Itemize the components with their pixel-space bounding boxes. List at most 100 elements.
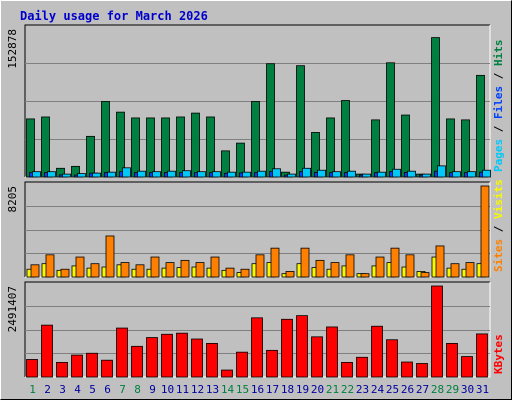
pages-bar: [137, 170, 146, 178]
legend-item-kbytes: KBytes: [492, 334, 505, 374]
pages-bar: [302, 167, 311, 178]
pages-bar: [107, 171, 116, 178]
sites-bar: [345, 254, 355, 278]
hits-bar: [446, 118, 455, 178]
pages-bar: [452, 171, 461, 178]
kbytes-bar: [101, 359, 113, 378]
hits-bar: [161, 117, 170, 178]
hits-bar: [176, 116, 185, 178]
sites-bar: [90, 263, 100, 278]
chart-title: Daily usage for March 2026: [20, 9, 208, 23]
hits-bar: [326, 117, 335, 178]
x-tick-label: 4: [74, 383, 81, 396]
legend-item-pages: Pages: [492, 139, 505, 172]
legend-item-sites: Sites: [492, 239, 505, 272]
hits-bar: [341, 100, 350, 178]
x-tick-label: 17: [266, 383, 279, 396]
sites-bar: [435, 245, 445, 278]
sites-bar: [450, 263, 460, 278]
legend-item-visits: Visits: [492, 179, 505, 219]
x-tick-label: 22: [341, 383, 354, 396]
x-tick-label: 20: [311, 383, 324, 396]
x-tick-label: 7: [119, 383, 126, 396]
kbytes-bar: [131, 345, 143, 378]
x-tick-label: 8: [134, 383, 141, 396]
sites-bar: [30, 264, 40, 278]
sites-bar: [180, 259, 190, 278]
x-tick-label: 15: [236, 383, 249, 396]
kbytes-bar: [26, 359, 38, 378]
y-max-label-kbytes: 2491407: [6, 286, 19, 332]
pages-bar: [152, 171, 161, 178]
pages-bar: [257, 170, 266, 178]
kbytes-bar: [146, 337, 158, 378]
kbytes-bar: [296, 315, 308, 378]
hits-bar: [401, 114, 410, 178]
hits-bar: [206, 116, 215, 178]
x-tick-label: 26: [401, 383, 414, 396]
panel-border-dark: [24, 181, 490, 277]
y-max-label-visits: 8205: [6, 186, 19, 213]
legend-text: Pages / Files / Hits: [492, 40, 505, 173]
x-tick-label: 25: [386, 383, 399, 396]
pages-bar: [77, 173, 86, 178]
hits-bar: [431, 37, 440, 178]
x-tick-label: 27: [416, 383, 429, 396]
legend-text: Sites / Visits: [492, 179, 505, 272]
kbytes-bar: [446, 342, 458, 378]
x-tick-label: 10: [161, 383, 174, 396]
kbytes-bar: [221, 369, 233, 378]
hits-bar: [41, 116, 50, 178]
pages-bar: [392, 168, 401, 178]
kbytes-bar: [461, 356, 473, 378]
pages-bar: [287, 173, 296, 178]
x-tick-label: 28: [431, 383, 444, 396]
x-tick-label: 31: [476, 383, 489, 396]
hits-bar: [146, 117, 155, 178]
x-tick-label: 16: [251, 383, 264, 396]
kbytes-bar: [341, 361, 353, 378]
sites-bar: [135, 264, 145, 278]
x-tick-label: 13: [206, 383, 219, 396]
sites-bar: [390, 247, 400, 278]
kbytes-bar: [86, 352, 98, 378]
x-tick-label: 21: [326, 383, 339, 396]
sites-bar: [270, 247, 280, 278]
legend-item-hits: Hits: [492, 40, 505, 67]
panel-border-dark: [24, 24, 490, 177]
pages-bar: [332, 171, 341, 178]
hits-bar: [86, 135, 95, 178]
sites-bar: [165, 262, 175, 278]
x-tick-label: 24: [371, 383, 385, 396]
x-tick-label: 3: [59, 383, 66, 396]
kbytes-bar: [266, 349, 278, 378]
kbytes-bar: [116, 327, 128, 378]
x-tick-label: 1: [29, 383, 36, 396]
sites-bar: [480, 185, 490, 278]
sites-bar: [330, 262, 340, 278]
kbytes-bar: [41, 324, 53, 378]
kbytes-bar: [71, 354, 83, 378]
x-tick-label: 29: [446, 383, 459, 396]
kbytes-bar: [386, 339, 398, 378]
hits-bar: [191, 112, 200, 178]
pages-bar: [407, 170, 416, 178]
x-tick-label: 2: [44, 383, 51, 396]
hits-bar: [251, 101, 260, 178]
pages-bar: [47, 171, 56, 178]
x-tick-label: 19: [296, 383, 309, 396]
pages-bar: [437, 165, 446, 178]
hits-bar: [101, 101, 110, 178]
sites-bar: [75, 256, 85, 278]
kbytes-bar: [311, 336, 323, 378]
pages-bar: [62, 173, 71, 178]
sites-bar: [465, 262, 475, 278]
sites-bar: [150, 256, 160, 278]
hits-bar: [116, 111, 125, 178]
kbytes-bar: [431, 285, 443, 378]
hits-bar: [131, 117, 140, 178]
legend-separator: /: [492, 66, 505, 86]
hits-bar: [476, 74, 485, 178]
sites-bar: [420, 272, 430, 278]
